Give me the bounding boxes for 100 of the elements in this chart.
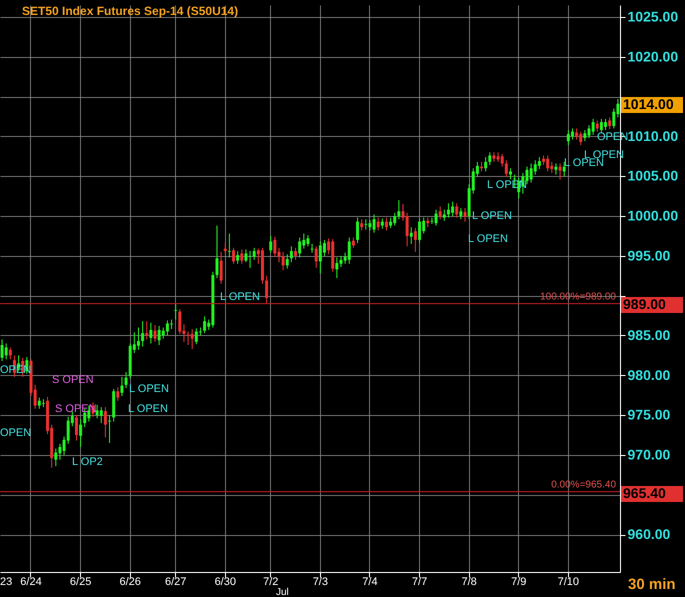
candlestick	[170, 319, 174, 330]
candlestick	[38, 397, 41, 410]
candlestick	[608, 116, 612, 130]
x-tick-label: 7/3	[312, 576, 328, 588]
candlestick	[455, 202, 458, 218]
candlestick	[220, 251, 223, 284]
x-tick-label: 7/7	[412, 576, 428, 588]
candlestick	[190, 328, 194, 350]
candlestick	[290, 246, 293, 263]
candlestick	[54, 448, 58, 467]
candlestick	[145, 320, 148, 340]
candlestick	[492, 152, 496, 162]
candlestick	[158, 325, 161, 346]
candlestick	[451, 201, 454, 217]
text: Jul	[276, 587, 289, 597]
candlestick	[174, 303, 178, 320]
candlestick	[442, 209, 446, 222]
text: 965.40	[623, 485, 666, 501]
candlestick	[273, 236, 276, 258]
x-tick-label: 23	[0, 576, 12, 588]
candlestick	[298, 237, 302, 258]
y-tick-label: 970.00	[628, 446, 671, 462]
candlestick	[120, 376, 124, 397]
candlestick	[550, 161, 554, 174]
candlestick	[141, 320, 144, 348]
candlestick	[434, 209, 438, 226]
text: 989.00	[623, 296, 666, 312]
candlestick	[244, 248, 248, 263]
candlestick	[335, 256, 338, 279]
candlestick	[216, 225, 218, 279]
candlestick	[397, 200, 400, 220]
candlestick	[203, 316, 206, 334]
y-tick-label: 1000.00	[628, 208, 678, 224]
candlestick	[604, 118, 608, 131]
annotation: L OPEN	[129, 383, 169, 395]
candlestick	[314, 246, 318, 268]
candlestick	[459, 208, 462, 220]
y-tick-label: 975.00	[628, 406, 671, 423]
candlestick	[282, 251, 285, 271]
annotation: L OPEN	[472, 210, 512, 222]
candlestick	[538, 156, 541, 170]
candlestick	[79, 418, 82, 448]
candlestick	[4, 342, 8, 360]
y-tick-label: 1025.00	[628, 8, 678, 24]
candlestick	[464, 208, 466, 222]
candlestick	[368, 220, 372, 231]
candlestick	[583, 130, 586, 142]
candlestick	[562, 161, 566, 177]
candlestick	[228, 233, 231, 258]
candlestick	[240, 248, 244, 264]
candlestick	[558, 162, 562, 180]
candlestick	[542, 155, 546, 166]
x-tick-label: 7/2	[263, 576, 278, 588]
candlestick	[340, 255, 342, 268]
x-tick-label: 7/4	[362, 576, 378, 588]
candlestick	[252, 247, 256, 260]
candlestick	[526, 166, 528, 185]
candlestick	[496, 152, 500, 162]
ref-line-label: 100.00%=989.00	[540, 292, 616, 303]
candlestick	[364, 218, 368, 230]
ref-line-label: 0.00%=965.40	[551, 480, 616, 491]
candlestick	[596, 120, 599, 132]
candlestick	[566, 130, 570, 146]
candlestick	[294, 247, 298, 260]
candlestick	[554, 162, 558, 176]
candlestick	[116, 386, 120, 402]
candlestick	[546, 155, 550, 172]
candlestick	[376, 217, 380, 231]
x-tick-label: 7/10	[558, 576, 580, 588]
candlestick	[504, 160, 508, 178]
candlestick	[348, 237, 351, 264]
annotation: L OPEN	[468, 233, 508, 245]
candlestick	[480, 161, 484, 172]
candlestick	[406, 212, 409, 247]
candlestick	[8, 346, 12, 360]
candlestick	[575, 128, 578, 140]
candlestick	[124, 372, 128, 389]
candlestick	[530, 162, 533, 184]
candlestick	[570, 128, 574, 140]
x-tick-label: 6/26	[119, 576, 141, 588]
annotation: S OPEN	[52, 374, 94, 386]
candlestick	[0, 338, 4, 362]
y-tick-label: 1005.00	[628, 168, 678, 184]
x-tick-label: 6/25	[70, 576, 92, 588]
candlestick	[302, 233, 306, 250]
candlestick	[186, 331, 190, 346]
candlestick	[265, 275, 268, 304]
candlestick	[352, 237, 355, 248]
candlestick	[74, 414, 78, 442]
candlestick	[488, 152, 492, 166]
candlestick	[194, 328, 198, 345]
candlestick	[224, 242, 227, 255]
annotation: L OP2	[72, 456, 103, 468]
candlestick	[389, 217, 392, 228]
candlestick	[232, 247, 236, 264]
candlestick	[484, 156, 488, 172]
candlestick	[178, 308, 182, 334]
text: 30 min	[628, 576, 676, 593]
x-tick-label: 6/24	[20, 576, 42, 588]
candlestick	[588, 124, 590, 138]
